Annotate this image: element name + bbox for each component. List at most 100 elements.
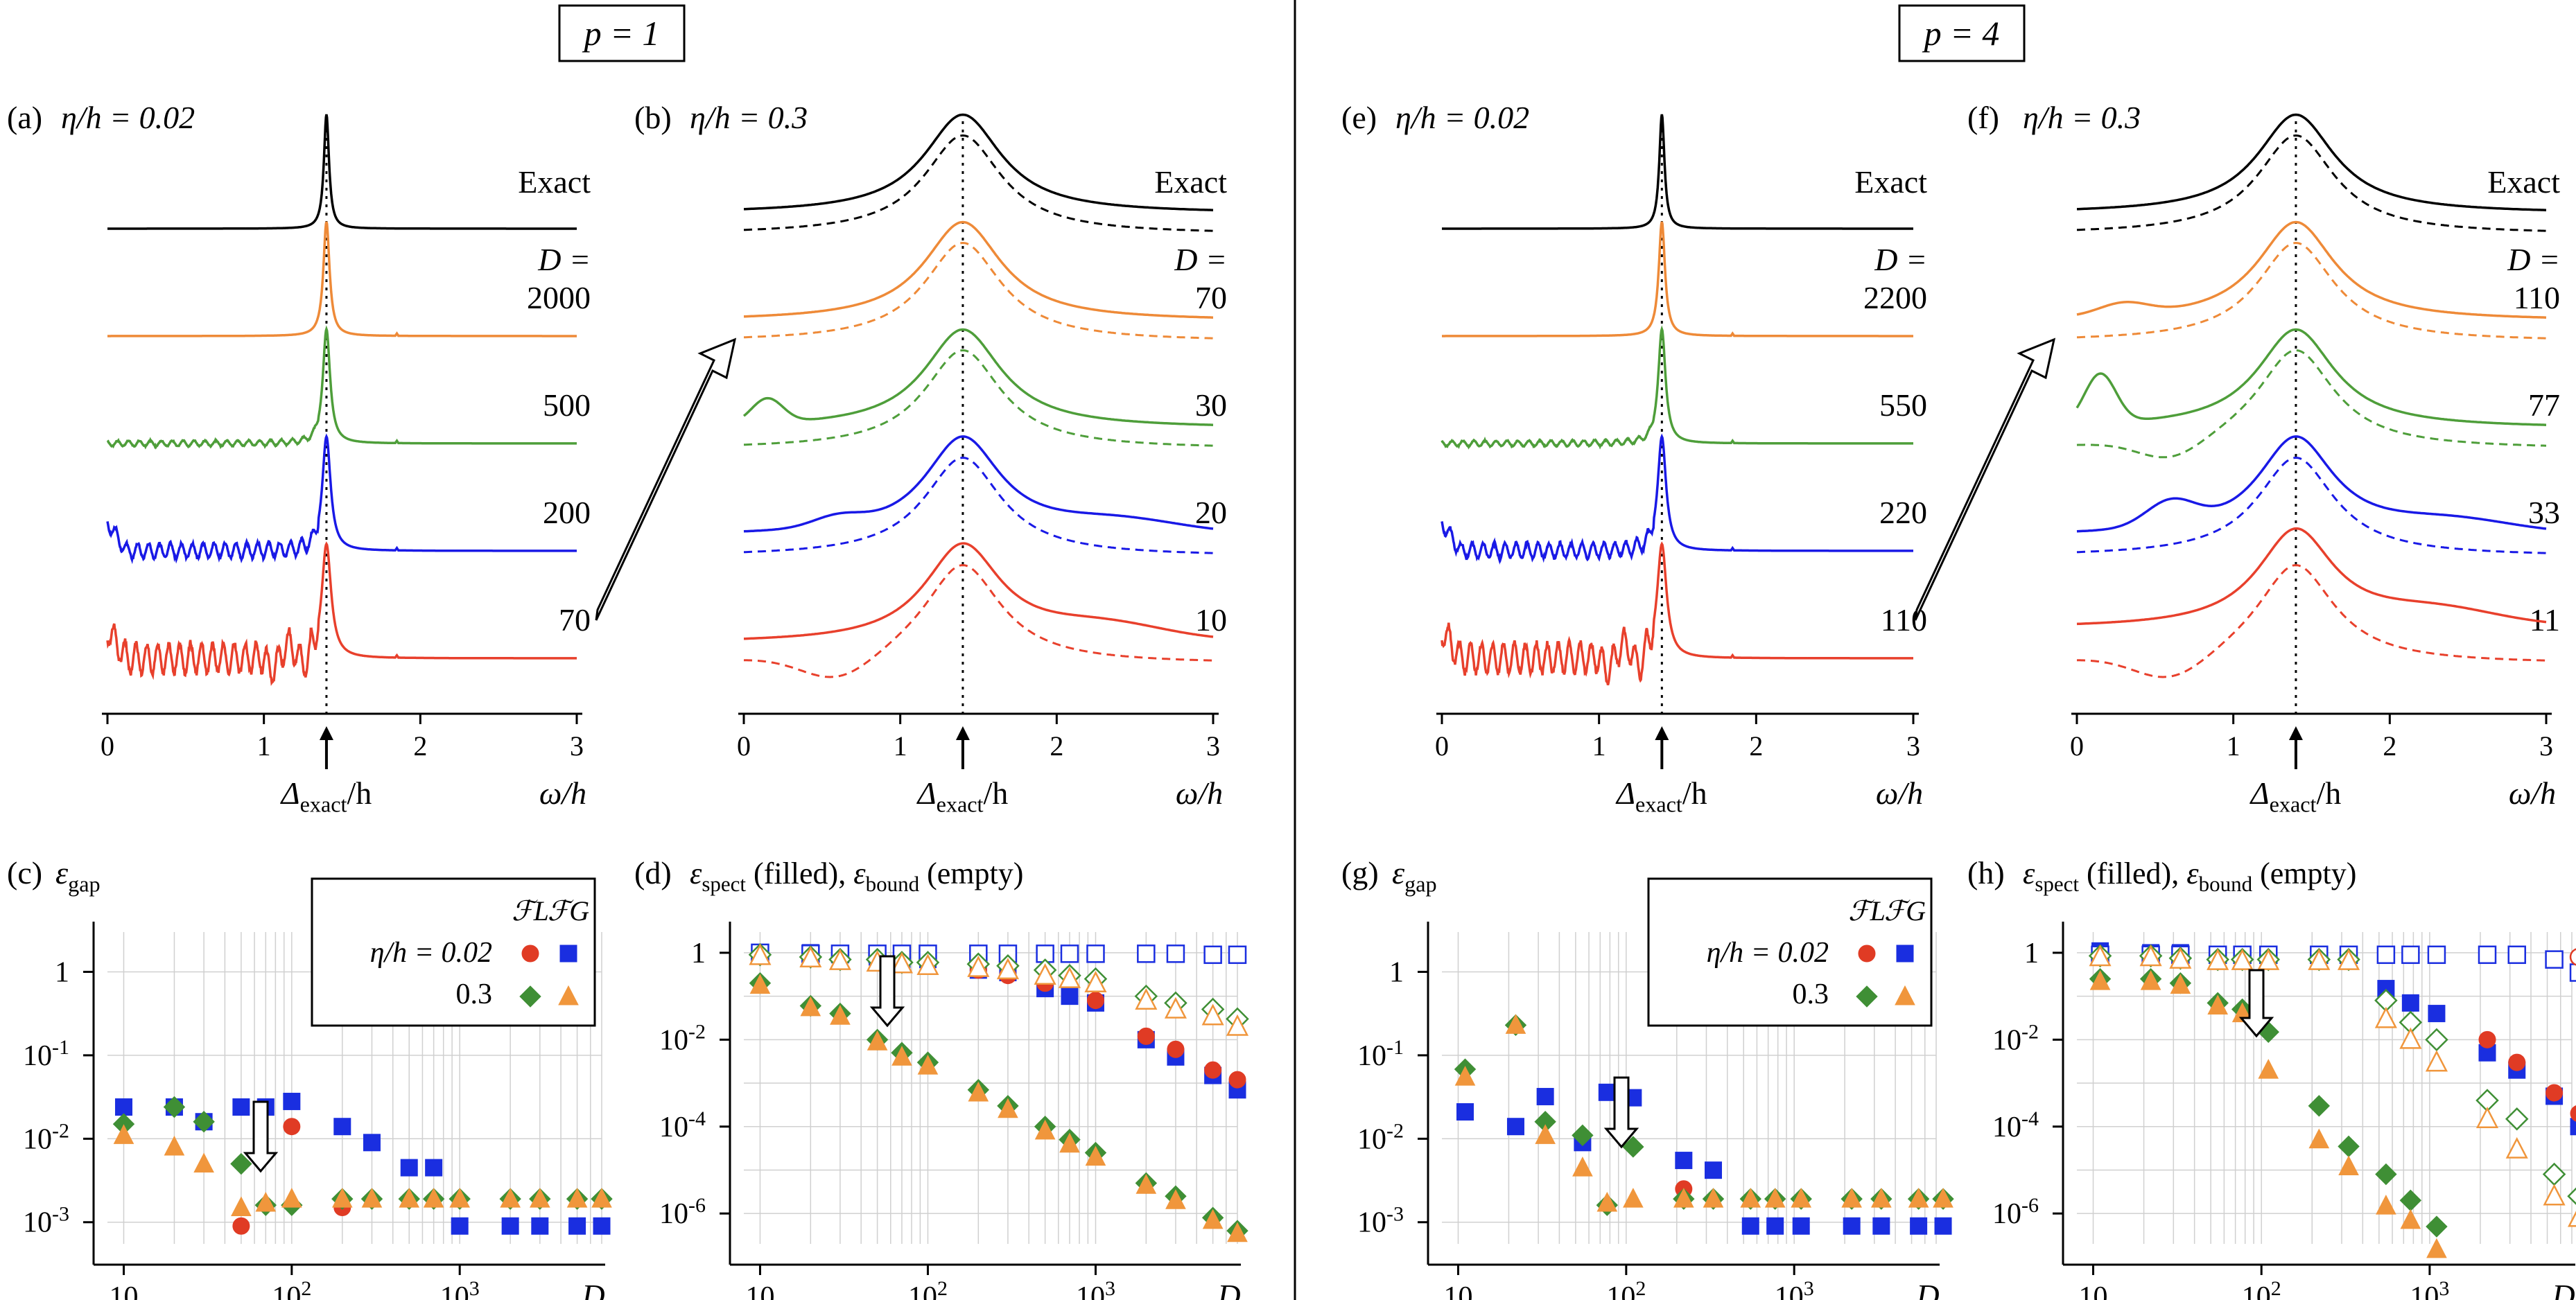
data-point-triangle xyxy=(1535,1124,1556,1144)
y-tick-label: 1 xyxy=(1389,956,1404,988)
exact-label: Exact xyxy=(1154,164,1227,200)
panel-label: (g) xyxy=(1341,855,1379,890)
spectral-curve-solid xyxy=(106,433,577,565)
spectral-curve-solid xyxy=(742,328,1214,426)
x-tick-label: 3 xyxy=(1206,730,1220,762)
y-tick-label: 10-1 xyxy=(23,1036,69,1072)
spectral-curve-solid xyxy=(106,541,577,686)
zoom-arrow-right xyxy=(1914,337,2056,621)
eta-label: η/h = 0.3 xyxy=(2023,100,2141,135)
data-point-triangle xyxy=(2207,948,2229,970)
data-point-square xyxy=(1456,1103,1474,1121)
data-point-square xyxy=(1766,1217,1784,1235)
data-point-square xyxy=(2428,1005,2446,1023)
legend-column-header: ℱG xyxy=(1884,895,1926,926)
data-point-triangle xyxy=(749,974,771,994)
data-point-triangle xyxy=(998,1098,1018,1118)
error-title: εgap xyxy=(55,855,101,897)
delta-label: Δexact/h xyxy=(280,775,372,817)
x-tick-label: 2 xyxy=(2383,730,2396,762)
data-point-square xyxy=(1060,945,1079,963)
legend-column-header: ℱL xyxy=(1848,895,1886,926)
down-arrow xyxy=(869,955,905,1028)
data-point-triangle xyxy=(1596,1191,1618,1212)
data-point-triangle xyxy=(1454,1066,1476,1086)
data-point-circle xyxy=(283,1118,301,1136)
data-point-triangle xyxy=(1135,1174,1157,1194)
x-tick-label: 102 xyxy=(272,1277,311,1300)
data-point-triangle xyxy=(361,1188,383,1208)
y-tick-label: 10-6 xyxy=(1992,1194,2039,1230)
x-tick-label: 3 xyxy=(1906,730,1920,762)
data-point-square xyxy=(1934,1217,1952,1235)
spectral-curve-solid xyxy=(744,220,1214,319)
data-point-triangle xyxy=(1871,1188,1892,1208)
data-point-triangle xyxy=(193,1152,214,1173)
data-point-triangle xyxy=(2399,1027,2422,1049)
x-tick-label: 103 xyxy=(2410,1277,2449,1300)
data-point-triangle xyxy=(1841,1188,1862,1208)
y-tick-label: 10-6 xyxy=(659,1194,706,1230)
data-point-triangle xyxy=(1165,1189,1186,1209)
x-tick-label: 10 xyxy=(2079,1281,2108,1300)
data-point-diamond xyxy=(1622,1136,1644,1158)
data-point-triangle xyxy=(2257,948,2280,970)
panel-label: (d) xyxy=(634,855,672,890)
data-point-triangle xyxy=(423,1188,444,1208)
D-value-label: 30 xyxy=(1195,387,1227,423)
legend-box xyxy=(311,877,596,1027)
panel-e-spectral: 0 1 2 3 Δexact/h ω/h (e) η/h = 0.02 Exact D =2200… xyxy=(1341,100,1927,817)
data-point-square xyxy=(1137,945,1156,963)
data-point-triangle xyxy=(113,1124,134,1144)
spectral-curve-solid xyxy=(743,435,1214,533)
y-tick-label: 10-4 xyxy=(1992,1107,2039,1143)
x-axis-label: D xyxy=(1915,1278,1939,1300)
eta-label: η/h = 0.3 xyxy=(690,100,808,135)
error-title: εgap xyxy=(1392,855,1437,897)
data-point-triangle xyxy=(1623,1188,1644,1208)
data-point-triangle xyxy=(2374,1006,2397,1028)
data-point-triangle xyxy=(2089,945,2112,967)
data-point-triangle xyxy=(996,958,1019,980)
data-point-square xyxy=(1598,1083,1616,1101)
data-point-triangle xyxy=(1201,1003,1224,1026)
panel-a-spectral: 0 1 2 3 Δexact/h ω/h (a) η/h = 0.02 Exact D =2000… xyxy=(7,100,591,817)
data-point-triangle xyxy=(2308,948,2331,970)
header-p4-text: p = 4 xyxy=(1922,14,2000,53)
data-point-triangle xyxy=(1227,1222,1248,1242)
data-point-diamond xyxy=(2426,1215,2448,1238)
data-point-circle xyxy=(2545,1084,2564,1102)
spectral-curve-solid xyxy=(2077,113,2547,211)
data-point-square xyxy=(333,1118,351,1136)
x-tick-label: 103 xyxy=(1076,1277,1115,1300)
data-point-circle xyxy=(1137,1027,1155,1045)
spectral-curve-solid xyxy=(2075,328,2547,426)
data-point-triangle xyxy=(529,1188,550,1208)
y-tick-label: 10-2 xyxy=(1992,1020,2039,1056)
data-point-triangle xyxy=(2169,947,2192,969)
data-point-square xyxy=(451,1217,469,1235)
data-point-triangle xyxy=(830,1005,851,1025)
panel-h-error: 10 102 103 D 1 10-2 10-4 10-6 (h) εspect (filled)… xyxy=(1967,855,2576,1300)
data-point-circle xyxy=(2570,1105,2576,1122)
data-point-triangle xyxy=(1703,1188,1724,1208)
delta-arrow-head xyxy=(955,726,970,740)
x-tick-label: 2 xyxy=(413,730,427,762)
exact-label: Exact xyxy=(1854,164,1927,200)
data-point-square xyxy=(1741,1217,1759,1235)
spectral-curve-dashed xyxy=(744,241,1214,340)
legend-column-header: ℱG xyxy=(548,895,589,926)
data-point-square xyxy=(1792,1217,1810,1235)
data-point-circle xyxy=(2508,1053,2526,1071)
spectral-curve-dashed xyxy=(744,349,1214,447)
data-point-square xyxy=(2401,945,2420,965)
panel-d-error: 10 102 103 D 1 10-2 10-4 10-6 (d) εspect (filled)… xyxy=(634,855,1249,1300)
data-point-diamond xyxy=(2567,1187,2576,1205)
spectral-curve-dashed xyxy=(2077,134,2547,232)
data-point-triangle xyxy=(591,1188,612,1208)
eta-label: η/h = 0.02 xyxy=(1395,100,1529,135)
spectral-curve-dashed xyxy=(2077,241,2547,340)
data-point-triangle xyxy=(1034,1119,1056,1140)
data-point-diamond xyxy=(163,1096,186,1118)
data-point-triangle xyxy=(1034,963,1056,985)
